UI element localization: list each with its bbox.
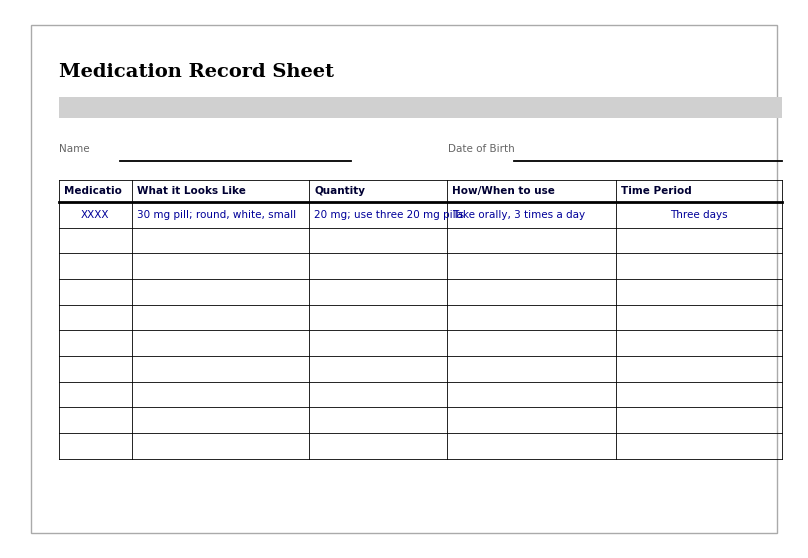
Text: 30 mg pill; round, white, small: 30 mg pill; round, white, small — [137, 210, 296, 220]
Bar — [59, 97, 782, 118]
Text: Quantity: Quantity — [314, 186, 365, 196]
Text: Name: Name — [59, 144, 90, 154]
Text: XXXX: XXXX — [81, 210, 110, 220]
Text: Three days: Three days — [670, 210, 728, 220]
Text: Take orally, 3 times a day: Take orally, 3 times a day — [452, 210, 585, 220]
Text: How/When to use: How/When to use — [452, 186, 554, 196]
Text: Medicatio: Medicatio — [64, 186, 122, 196]
Text: Medication Record Sheet: Medication Record Sheet — [59, 63, 334, 81]
Text: Time Period: Time Period — [621, 186, 692, 196]
Text: 20 mg; use three 20 mg pills: 20 mg; use three 20 mg pills — [314, 210, 465, 220]
Text: What it Looks Like: What it Looks Like — [137, 186, 246, 196]
Text: Date of Birth: Date of Birth — [448, 144, 516, 154]
